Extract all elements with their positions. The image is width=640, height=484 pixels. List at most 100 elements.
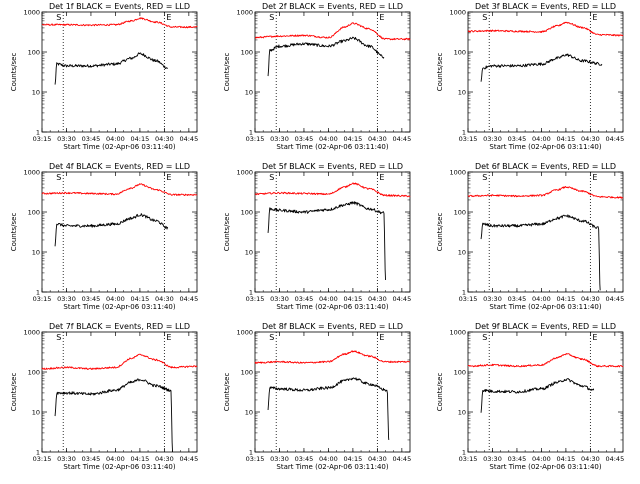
y-tick-label: 1000 <box>449 8 466 16</box>
x-tick-label: 04:00 <box>106 135 125 143</box>
x-tick-label: 04:00 <box>319 135 338 143</box>
y-tick-label: 1000 <box>23 8 40 16</box>
end-marker-label: E <box>379 13 384 22</box>
end-marker-label: E <box>379 333 384 342</box>
start-marker-label: S <box>269 173 274 182</box>
plot-frame <box>254 331 411 453</box>
panel-det-2: Det 2f BLACK = Events, RED = LLD 1 10 100 10… <box>223 2 411 151</box>
x-axis-label: Start Time (02-Apr-06 03:11:40) <box>489 463 601 471</box>
y-axis-label: Counts/sec <box>10 373 18 412</box>
x-tick-label: 04:00 <box>106 455 125 463</box>
y-tick-label: 1 <box>249 128 253 136</box>
plot-frame <box>467 331 624 453</box>
x-tick-label: 03:15 <box>246 455 265 463</box>
x-tick-label: 03:45 <box>508 455 527 463</box>
panel-det-4: Det 4f BLACK = Events, RED = LLD 1 10 100 10… <box>10 162 198 311</box>
x-axis-label: Start Time (02-Apr-06 03:11:40) <box>63 143 175 151</box>
y-tick-label: 10 <box>245 248 253 256</box>
x-axis-label: Start Time (02-Apr-06 03:11:40) <box>489 303 601 311</box>
lld-series-line <box>254 22 411 41</box>
x-tick-label: 04:00 <box>532 455 551 463</box>
x-axis-label: Start Time (02-Apr-06 03:11:40) <box>489 143 601 151</box>
lld-series-line <box>467 21 624 37</box>
end-marker-label: E <box>592 13 597 22</box>
x-tick-label: 04:45 <box>605 295 624 303</box>
x-tick-label: 04:45 <box>179 295 198 303</box>
y-tick-label: 1 <box>36 288 40 296</box>
x-tick-label: 04:00 <box>106 295 125 303</box>
panel-title: Det 6f BLACK = Events, RED = LLD <box>475 162 616 171</box>
x-tick-label: 04:15 <box>557 135 576 143</box>
plot-frame <box>41 171 198 293</box>
start-marker-label: S <box>269 333 274 342</box>
end-marker-label: E <box>166 173 171 182</box>
y-axis-label: Counts/sec <box>436 213 444 252</box>
start-marker-label: S <box>56 13 61 22</box>
x-axis-label: Start Time (02-Apr-06 03:11:40) <box>63 463 175 471</box>
start-marker-label: S <box>269 13 274 22</box>
x-tick-label: 03:45 <box>295 135 314 143</box>
panel-det-9: Det 9f BLACK = Events, RED = LLD 1 10 100 10… <box>436 322 624 471</box>
y-axis-label: Counts/sec <box>436 53 444 92</box>
events-series-line <box>267 36 385 77</box>
panel-title: Det 2f BLACK = Events, RED = LLD <box>262 2 403 11</box>
y-tick-label: 1 <box>36 448 40 456</box>
x-tick-label: 04:45 <box>605 135 624 143</box>
events-series-line <box>267 377 390 440</box>
x-tick-label: 03:45 <box>82 295 101 303</box>
y-tick-label: 100 <box>28 208 40 216</box>
y-tick-label: 10 <box>458 88 466 96</box>
x-tick-label: 04:30 <box>581 295 600 303</box>
y-tick-label: 100 <box>241 368 253 376</box>
start-marker-label: S <box>482 13 487 22</box>
y-tick-label: 100 <box>454 48 466 56</box>
x-axis-label: Start Time (02-Apr-06 03:11:40) <box>276 303 388 311</box>
x-tick-label: 03:30 <box>270 455 289 463</box>
y-tick-label: 1 <box>249 288 253 296</box>
panel-det-1: Det 1f BLACK = Events, RED = LLD 1 10 100 10… <box>10 2 198 151</box>
x-tick-label: 03:30 <box>270 295 289 303</box>
panel-det-7: Det 7f BLACK = Events, RED = LLD 1 10 100 10… <box>10 322 198 471</box>
y-tick-label: 10 <box>32 88 40 96</box>
y-tick-label: 1000 <box>23 168 40 176</box>
x-tick-label: 03:45 <box>508 135 527 143</box>
x-tick-label: 03:15 <box>459 135 478 143</box>
y-tick-label: 1000 <box>236 328 253 336</box>
x-tick-label: 03:45 <box>295 455 314 463</box>
x-tick-label: 04:45 <box>179 455 198 463</box>
y-tick-label: 100 <box>454 208 466 216</box>
x-tick-label: 03:30 <box>57 135 76 143</box>
x-tick-label: 04:30 <box>581 135 600 143</box>
x-tick-label: 04:00 <box>319 295 338 303</box>
x-tick-label: 04:45 <box>605 455 624 463</box>
end-marker-label: E <box>166 333 171 342</box>
panel-det-6: Det 6f BLACK = Events, RED = LLD 1 10 100 10… <box>436 162 624 311</box>
panel-det-3: Det 3f BLACK = Events, RED = LLD 1 10 100 10… <box>436 2 624 151</box>
panel-title: Det 9f BLACK = Events, RED = LLD <box>475 322 616 331</box>
x-tick-label: 03:15 <box>33 455 52 463</box>
y-tick-label: 1 <box>462 128 466 136</box>
x-tick-label: 04:30 <box>368 135 387 143</box>
panel-title: Det 8f BLACK = Events, RED = LLD <box>262 322 403 331</box>
plot-frame <box>41 11 198 133</box>
start-marker-label: S <box>56 173 61 182</box>
y-tick-label: 1 <box>249 448 253 456</box>
x-axis-label: Start Time (02-Apr-06 03:11:40) <box>63 303 175 311</box>
x-tick-label: 03:15 <box>246 295 265 303</box>
x-tick-label: 04:45 <box>179 135 198 143</box>
x-tick-label: 04:45 <box>392 295 411 303</box>
x-tick-label: 04:00 <box>319 455 338 463</box>
panel-det-5: Det 5f BLACK = Events, RED = LLD 1 10 100 10… <box>223 162 411 311</box>
x-tick-label: 04:15 <box>557 455 576 463</box>
x-tick-label: 04:30 <box>155 455 174 463</box>
events-series-line <box>267 201 386 280</box>
x-tick-label: 03:45 <box>295 295 314 303</box>
start-marker-label: S <box>482 333 487 342</box>
plot-frame <box>467 171 624 293</box>
x-tick-label: 04:30 <box>581 455 600 463</box>
end-marker-label: E <box>379 173 384 182</box>
y-axis-label: Counts/sec <box>436 373 444 412</box>
panel-title: Det 1f BLACK = Events, RED = LLD <box>49 2 190 11</box>
